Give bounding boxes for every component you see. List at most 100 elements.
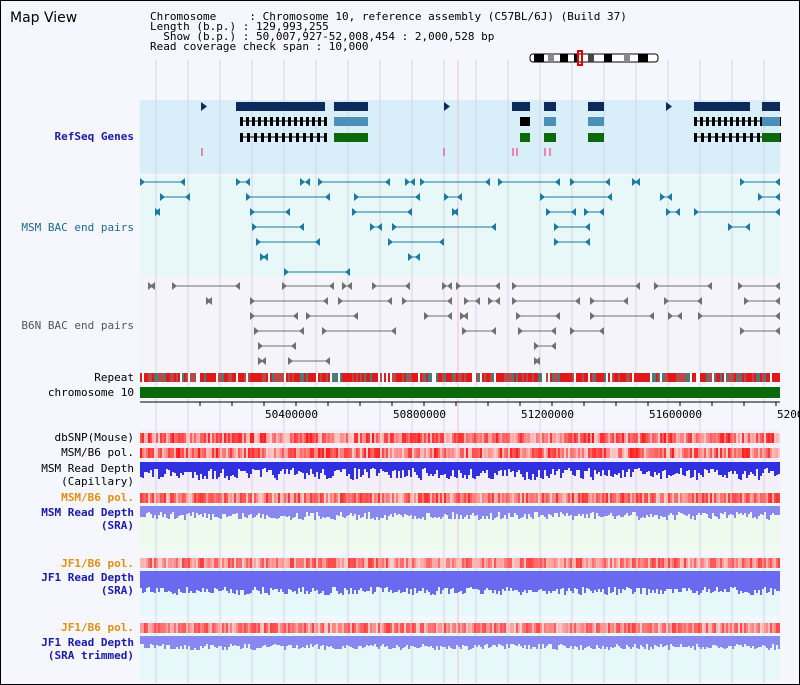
heat-cell xyxy=(140,493,142,503)
heat-cell xyxy=(542,433,544,443)
heat-cell xyxy=(258,433,260,443)
depth-bar xyxy=(354,462,356,468)
heat-cell xyxy=(708,448,710,458)
heat-cell xyxy=(238,493,240,503)
heat-cell xyxy=(264,558,266,568)
repeat-segment xyxy=(528,373,530,382)
heat-cell xyxy=(382,493,384,503)
heat-cell xyxy=(248,433,250,443)
heat-cell xyxy=(718,433,720,443)
heat-cell xyxy=(414,493,416,503)
depth-bar xyxy=(452,462,454,470)
heat-cell xyxy=(312,433,314,443)
heat-cell xyxy=(240,493,242,503)
heat-cell xyxy=(546,448,548,458)
depth-bar xyxy=(442,506,444,517)
depth-bar xyxy=(296,636,298,645)
heat-cell xyxy=(736,433,738,443)
depth-bar xyxy=(406,506,408,515)
repeat-segment xyxy=(302,373,304,382)
heat-cell xyxy=(424,623,426,633)
depth-bar xyxy=(502,636,504,646)
heat-cell xyxy=(424,433,426,443)
heat-cell xyxy=(278,493,280,503)
heat-cell xyxy=(492,623,494,633)
repeat-segment xyxy=(190,373,192,382)
depth-bar xyxy=(288,462,290,474)
heat-cell xyxy=(322,558,324,568)
repeat-segment xyxy=(630,373,632,382)
depth-bar xyxy=(600,506,602,517)
heat-cell xyxy=(544,493,546,503)
heat-cell xyxy=(292,623,294,633)
repeat-segment xyxy=(740,373,742,382)
depth-bar xyxy=(230,462,232,476)
heat-cell xyxy=(172,433,174,443)
depth-bar xyxy=(194,506,196,518)
depth-bar xyxy=(492,571,494,593)
heat-cell xyxy=(680,558,682,568)
heat-cell xyxy=(382,433,384,443)
heat-cell xyxy=(512,623,514,633)
heat-cell xyxy=(316,558,318,568)
heat-cell xyxy=(380,623,382,633)
heat-cell xyxy=(498,448,500,458)
heat-cell xyxy=(156,558,158,568)
heat-cell xyxy=(570,448,572,458)
depth-bar xyxy=(720,636,722,647)
bac-end-marker xyxy=(150,282,155,290)
heat-cell xyxy=(746,623,748,633)
depth-bar xyxy=(578,636,580,650)
heat-cell xyxy=(704,493,706,503)
track-label-b6n-bac[interactable]: B6N BAC end pairs xyxy=(21,319,134,332)
depth-bar xyxy=(696,462,698,480)
depth-bar xyxy=(236,636,238,646)
depth-bar xyxy=(604,636,606,649)
heat-cell xyxy=(450,448,452,458)
track-label-jf1-depth-trim-line1: JF1 Read Depth xyxy=(41,636,134,649)
depth-bar xyxy=(642,462,644,474)
depth-bar xyxy=(530,462,532,480)
track-label-msm-bac[interactable]: MSM BAC end pairs xyxy=(21,221,134,234)
heat-cell xyxy=(768,433,770,443)
depth-bar xyxy=(394,571,396,592)
depth-bar xyxy=(726,506,728,518)
heat-cell xyxy=(776,493,778,503)
heat-cell xyxy=(328,493,330,503)
heat-cell xyxy=(302,623,304,633)
track-label-refseq[interactable]: RefSeq Genes xyxy=(54,130,134,143)
depth-bar xyxy=(626,571,628,587)
heat-cell xyxy=(472,448,474,458)
repeat-segment xyxy=(384,373,386,382)
depth-bar xyxy=(512,506,514,517)
heat-cell xyxy=(256,558,258,568)
ideogram-band xyxy=(560,54,568,62)
depth-bar xyxy=(184,636,186,645)
heat-cell xyxy=(716,623,718,633)
heat-cell xyxy=(554,448,556,458)
repeat-segment xyxy=(592,373,594,382)
heat-cell xyxy=(178,448,180,458)
heat-cell xyxy=(624,558,626,568)
heat-cell xyxy=(572,493,574,503)
depth-bar xyxy=(186,636,188,649)
depth-bar xyxy=(322,462,324,469)
track-label-jf1-depth-trim-line2: (SRA trimmed) xyxy=(47,649,134,662)
depth-bar xyxy=(258,506,260,513)
heat-cell xyxy=(650,448,652,458)
heat-cell xyxy=(430,623,432,633)
track-label-msm-depth-sra-line2: (SRA) xyxy=(100,519,134,532)
repeat-segment xyxy=(554,373,556,382)
depth-bar xyxy=(728,506,730,515)
depth-bar xyxy=(770,636,772,648)
heat-cell xyxy=(370,433,372,443)
depth-bar xyxy=(330,462,332,478)
heat-cell xyxy=(624,493,626,503)
repeat-segment xyxy=(428,373,430,382)
bac-end-marker xyxy=(352,208,357,216)
depth-bar xyxy=(776,636,778,645)
heat-cell xyxy=(652,448,654,458)
depth-bar xyxy=(634,571,636,592)
depth-bar xyxy=(706,636,708,647)
